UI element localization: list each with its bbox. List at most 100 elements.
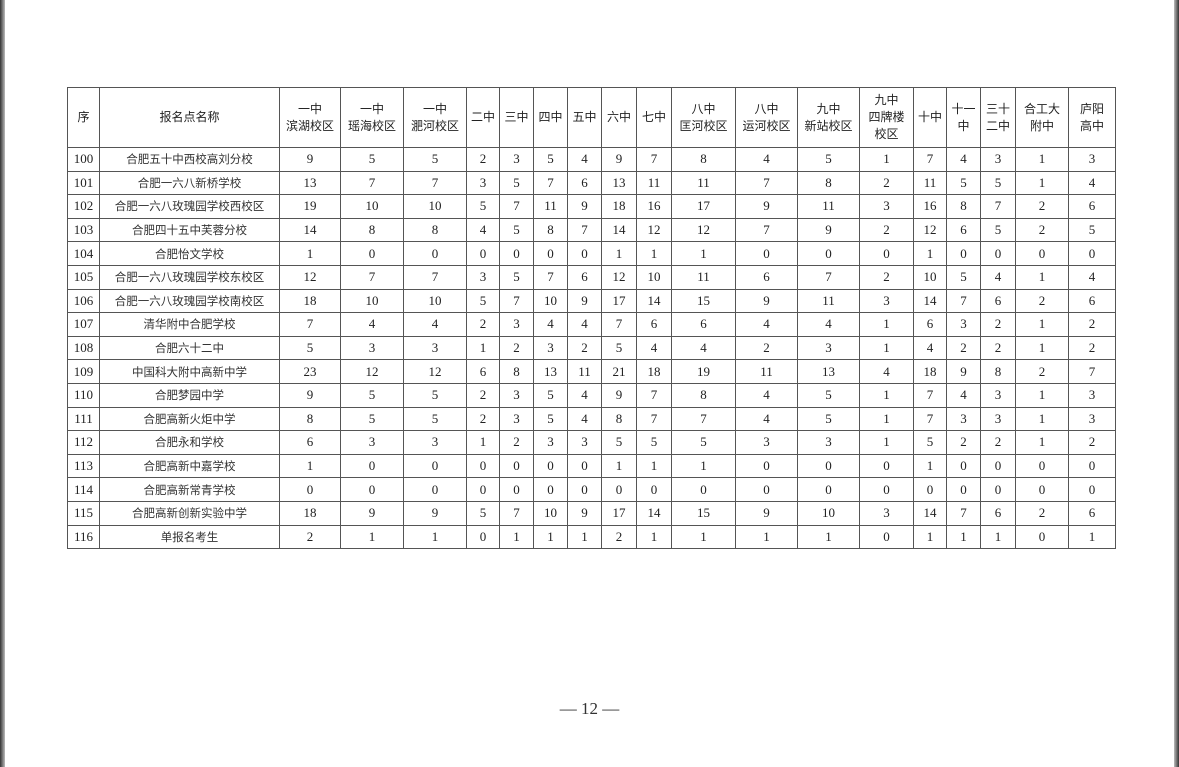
- quota-cell: 6: [671, 312, 736, 337]
- site-name-cell: 合肥高新中嘉学校: [99, 453, 280, 479]
- quota-cell: 1: [859, 430, 914, 455]
- quota-cell: 1: [601, 453, 637, 479]
- quota-cell: 3: [533, 430, 568, 455]
- row-index-cell: 113: [67, 453, 100, 479]
- quota-cell: 17: [601, 500, 637, 526]
- column-header: 一中 滨湖校区: [279, 87, 341, 148]
- quota-cell: 0: [567, 241, 602, 266]
- column-header: 九中 四牌楼 校区: [859, 87, 914, 148]
- quota-cell: 1: [671, 453, 736, 479]
- quota-cell: 0: [859, 453, 914, 479]
- quota-cell: 3: [499, 147, 534, 172]
- quota-cell: 7: [403, 264, 467, 290]
- quota-cell: 0: [1015, 524, 1069, 550]
- quota-cell: 2: [946, 335, 981, 361]
- quota-cell: 5: [913, 430, 947, 455]
- quota-cell: 2: [499, 430, 534, 455]
- quota-cell: 0: [403, 453, 467, 479]
- column-header: 三中: [499, 87, 534, 148]
- quota-cell: 2: [1015, 288, 1069, 314]
- quota-cell: 10: [913, 264, 947, 290]
- quota-cell: 1: [859, 335, 914, 361]
- quota-cell: 1: [735, 524, 798, 550]
- quota-cell: 10: [533, 288, 568, 314]
- quota-cell: 12: [913, 217, 947, 243]
- quota-cell: 9: [735, 500, 798, 526]
- row-index-cell: 105: [67, 264, 100, 290]
- quota-cell: 5: [946, 170, 981, 196]
- quota-cell: 1: [1015, 170, 1069, 196]
- quota-cell: 7: [671, 406, 736, 432]
- quota-cell: 5: [340, 406, 404, 432]
- quota-cell: 5: [1068, 217, 1116, 243]
- quota-cell: 1: [1015, 312, 1069, 337]
- row-index-cell: 116: [67, 524, 100, 550]
- quota-cell: 6: [1068, 194, 1116, 219]
- quota-cell: 6: [1068, 288, 1116, 314]
- column-header: 一中 淝河校区: [403, 87, 467, 148]
- column-header: 九中 新站校区: [797, 87, 860, 148]
- quota-cell: 4: [735, 382, 798, 408]
- enrollment-quota-table: 序报名点名称 一中 滨湖校区 一中 瑶海校区 一中 淝河校区 二中 三中 四中 五中 六中 七中 八中 匡河…: [67, 87, 1116, 550]
- quota-cell: 15: [671, 288, 736, 314]
- quota-cell: 4: [567, 382, 602, 408]
- table-row: 100 合肥五十中西校高刘分校 9 5 5 2 3 5 4 9 7 8 4 5 1 7 4 3 1 3: [67, 147, 1116, 172]
- quota-cell: 6: [279, 430, 341, 455]
- quota-cell: 0: [1068, 453, 1116, 479]
- quota-cell: 5: [499, 170, 534, 196]
- column-header: 合工大 附中: [1015, 87, 1069, 148]
- quota-cell: 5: [403, 147, 467, 172]
- row-index-cell: 111: [67, 406, 100, 432]
- quota-cell: 0: [797, 453, 860, 479]
- quota-cell: 11: [797, 288, 860, 314]
- quota-cell: 1: [340, 524, 404, 550]
- quota-cell: 0: [946, 477, 981, 502]
- quota-cell: 7: [913, 406, 947, 432]
- quota-cell: 2: [859, 264, 914, 290]
- quota-cell: 0: [859, 524, 914, 550]
- quota-cell: 6: [913, 312, 947, 337]
- quota-cell: 6: [1068, 500, 1116, 526]
- quota-cell: 9: [735, 194, 798, 219]
- row-index-cell: 110: [67, 382, 100, 408]
- quota-cell: 1: [466, 335, 500, 361]
- row-index-cell: 102: [67, 194, 100, 219]
- quota-cell: 3: [859, 500, 914, 526]
- quota-cell: 2: [980, 430, 1016, 455]
- quota-cell: 3: [980, 147, 1016, 172]
- quota-cell: 7: [946, 500, 981, 526]
- quota-cell: 18: [913, 359, 947, 384]
- quota-cell: 13: [533, 359, 568, 384]
- quota-cell: 1: [533, 524, 568, 550]
- quota-cell: 9: [567, 288, 602, 314]
- quota-cell: 2: [466, 312, 500, 337]
- quota-cell: 1: [797, 524, 860, 550]
- quota-cell: 9: [735, 288, 798, 314]
- quota-cell: 4: [466, 217, 500, 243]
- quota-cell: 4: [340, 312, 404, 337]
- quota-cell: 15: [671, 500, 736, 526]
- quota-cell: 14: [636, 288, 672, 314]
- page-number: — 12 —: [559, 699, 620, 718]
- quota-cell: 3: [466, 170, 500, 196]
- quota-cell: 9: [403, 500, 467, 526]
- quota-cell: 4: [671, 335, 736, 361]
- quota-cell: 2: [1015, 359, 1069, 384]
- quota-cell: 1: [279, 453, 341, 479]
- column-header: 五中: [567, 87, 602, 148]
- quota-cell: 2: [499, 335, 534, 361]
- quota-cell: 3: [499, 382, 534, 408]
- quota-cell: 4: [859, 359, 914, 384]
- quota-cell: 4: [735, 147, 798, 172]
- quota-cell: 21: [601, 359, 637, 384]
- quota-cell: 1: [980, 524, 1016, 550]
- quota-cell: 9: [601, 382, 637, 408]
- quota-cell: 7: [340, 264, 404, 290]
- quota-cell: 13: [601, 170, 637, 196]
- quota-cell: 0: [466, 453, 500, 479]
- quota-cell: 1: [671, 524, 736, 550]
- quota-cell: 0: [735, 241, 798, 266]
- quota-cell: 14: [601, 217, 637, 243]
- quota-cell: 0: [466, 524, 500, 550]
- quota-cell: 5: [466, 288, 500, 314]
